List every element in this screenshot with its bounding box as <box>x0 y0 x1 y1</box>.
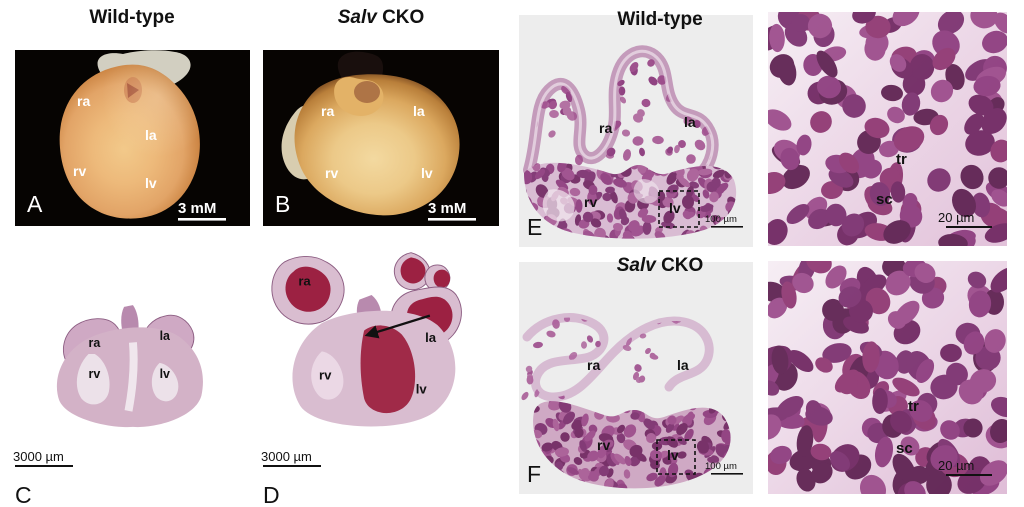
svg-text:la: la <box>684 114 696 130</box>
svg-text:tr: tr <box>908 398 919 415</box>
svg-text:rv: rv <box>73 163 86 179</box>
svg-text:ra: ra <box>89 336 101 350</box>
svg-text:ra: ra <box>599 120 612 136</box>
svg-text:B: B <box>275 191 290 217</box>
svg-text:rv: rv <box>325 165 338 181</box>
svg-text:ra: ra <box>298 274 311 289</box>
svg-text:lv: lv <box>416 382 428 397</box>
svg-text:lv: lv <box>421 165 433 181</box>
svg-text:lv: lv <box>160 367 170 381</box>
svg-text:rv: rv <box>597 437 610 453</box>
svg-text:3 mM: 3 mM <box>428 200 466 217</box>
svg-text:la: la <box>145 127 157 143</box>
svg-text:ra: ra <box>77 93 90 109</box>
svg-text:tr: tr <box>896 151 907 168</box>
svg-text:sc: sc <box>896 440 913 457</box>
svg-text:A: A <box>27 191 43 217</box>
svg-text:rv: rv <box>89 367 101 381</box>
svg-text:ra: ra <box>321 103 334 119</box>
svg-text:lv: lv <box>145 175 157 191</box>
svg-text:rv: rv <box>319 368 332 383</box>
svg-text:lv: lv <box>667 447 679 463</box>
svg-text:3 mM: 3 mM <box>178 200 216 217</box>
svg-text:la: la <box>413 103 425 119</box>
svg-text:100 µm: 100 µm <box>705 214 737 225</box>
svg-text:la: la <box>677 357 689 373</box>
svg-text:la: la <box>425 330 437 345</box>
svg-text:la: la <box>160 329 170 343</box>
svg-text:rv: rv <box>584 194 597 210</box>
svg-text:ra: ra <box>587 357 600 373</box>
svg-text:lv: lv <box>669 200 681 216</box>
svg-text:sc: sc <box>876 191 893 208</box>
svg-text:F: F <box>527 461 541 487</box>
svg-text:E: E <box>527 214 542 240</box>
svg-text:20 µm: 20 µm <box>938 458 974 473</box>
svg-text:20 µm: 20 µm <box>938 210 974 225</box>
svg-text:100 µm: 100 µm <box>705 461 737 472</box>
